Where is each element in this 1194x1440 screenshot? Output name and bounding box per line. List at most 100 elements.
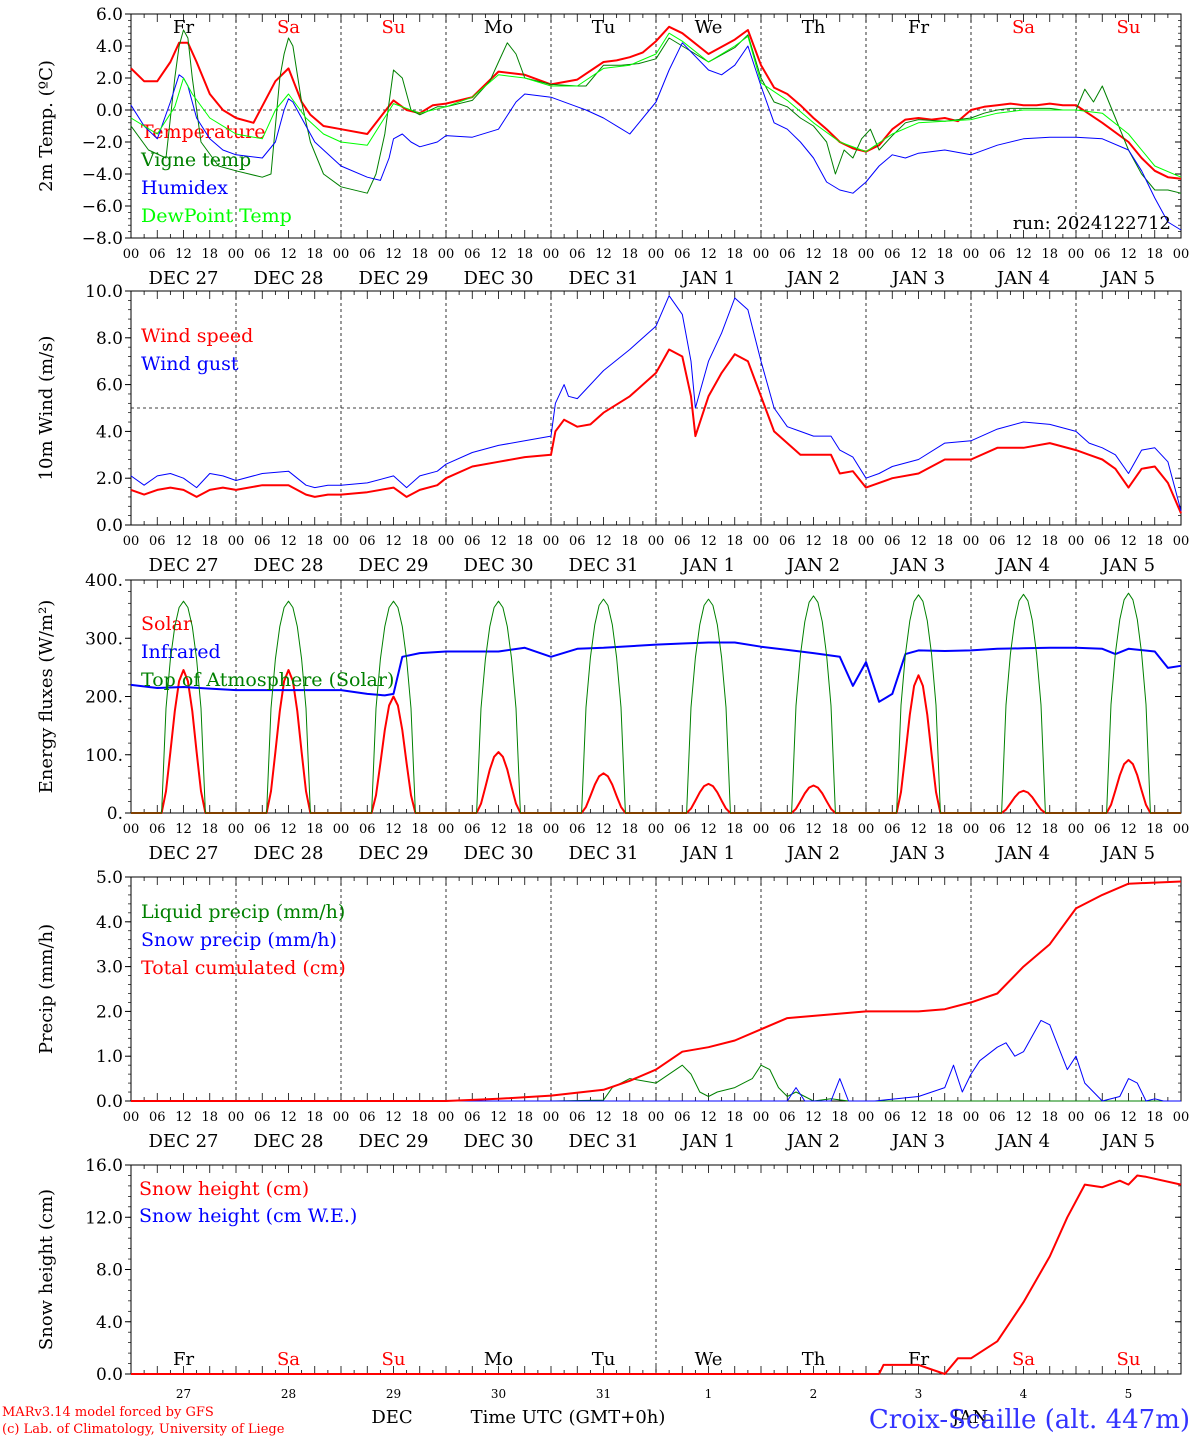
- x-hour-label: 06: [779, 534, 796, 549]
- legend-entry: Infrared: [141, 641, 221, 663]
- weekday-label: Su: [382, 17, 406, 38]
- series-line-3: [131, 592, 1181, 814]
- x-hour-label: 12: [910, 822, 927, 837]
- weekday-label: Fr: [908, 17, 929, 38]
- x-hour-label: 18: [831, 247, 848, 262]
- y-tick-label: 8.0: [96, 329, 123, 349]
- x-hour-label: 06: [779, 822, 796, 837]
- x-hour-label: 18: [831, 822, 848, 837]
- legend-entry: Snow height (cm): [139, 1178, 309, 1200]
- x-day-label: JAN 1: [680, 1131, 735, 1152]
- x-hour-label: 12: [385, 822, 402, 837]
- x-hour-label: 06: [569, 1110, 586, 1125]
- x-day-label: DEC 31: [569, 1131, 639, 1152]
- x-hour-label: 12: [385, 534, 402, 549]
- x-hour-label: 00: [963, 247, 980, 262]
- x-hour-label: 00: [753, 247, 770, 262]
- x-hour-label: 06: [1094, 1110, 1111, 1125]
- x-hour-label: 18: [726, 534, 743, 549]
- x-hour-label: 18: [306, 534, 323, 549]
- x-hour-label: 18: [936, 1110, 953, 1125]
- x-hour-label: 12: [805, 247, 822, 262]
- x-day-label: JAN 1: [680, 555, 735, 576]
- x-day-label: JAN 5: [1100, 1131, 1155, 1152]
- panel-3: 400. 300. 200. 100. 0. Energy fluxes (W/m²) 00…: [36, 571, 1189, 864]
- x-day-label: JAN 2: [785, 843, 840, 864]
- x-hour-label: 18: [201, 1110, 218, 1125]
- weekday-label: Su: [382, 1349, 406, 1370]
- x-day-label: DEC 28: [254, 268, 324, 289]
- series-line-2: [131, 1019, 1181, 1102]
- legend-entry: Total cumulated (cm): [141, 957, 346, 979]
- y-tick-label: −8.0: [82, 229, 123, 249]
- time-axis-label: Time UTC (GMT+0h): [471, 1407, 666, 1428]
- date-number-label: 31: [596, 1387, 611, 1401]
- x-hour-label: 18: [936, 534, 953, 549]
- x-hour-label: 00: [228, 247, 245, 262]
- weekday-label: Su: [1117, 17, 1141, 38]
- x-hour-label: 06: [989, 247, 1006, 262]
- legend-entry: Wind gust: [141, 353, 239, 375]
- legend-entry: Liquid precip (mm/h): [141, 901, 345, 923]
- x-day-label: JAN 3: [890, 268, 945, 289]
- y-tick-label: 4.0: [96, 913, 123, 933]
- x-hour-label: 00: [438, 247, 455, 262]
- y-tick-label: 6.0: [96, 376, 123, 396]
- date-number-label: 2: [810, 1387, 818, 1401]
- legend-entry: Snow precip (mm/h): [141, 929, 337, 951]
- x-hour-label: 06: [149, 534, 166, 549]
- y-tick-label: 10.0: [85, 282, 123, 302]
- x-hour-label: 18: [1041, 534, 1058, 549]
- y-axis-label: Energy fluxes (W/m²): [36, 600, 57, 794]
- x-hour-label: 12: [1120, 534, 1137, 549]
- x-day-label: DEC 30: [464, 268, 534, 289]
- x-day-label: JAN 3: [890, 843, 945, 864]
- x-hour-label: 18: [306, 1110, 323, 1125]
- x-day-label: JAN 4: [995, 1131, 1050, 1152]
- date-number-label: 4: [1020, 1387, 1028, 1401]
- x-hour-label: 12: [700, 247, 717, 262]
- x-day-label: JAN 4: [995, 268, 1050, 289]
- x-hour-label: 18: [1041, 247, 1058, 262]
- x-hour-label: 18: [726, 822, 743, 837]
- x-day-label: JAN 2: [785, 268, 840, 289]
- legend-entry: Top of Atmosphere (Solar): [141, 669, 394, 691]
- meteogram-panels: 6.0 4.0 2.0 0.0 −2.0 −4.0 −6.0 −8.0 2m Temp. (ºC…: [36, 5, 1189, 1401]
- y-tick-label: 2.0: [96, 69, 123, 89]
- x-hour-label: 12: [175, 534, 192, 549]
- x-hour-label: 06: [989, 822, 1006, 837]
- weekday-label: Mo: [484, 17, 513, 38]
- credit-line-1: MARv3.14 model forced by GFS: [2, 1405, 214, 1420]
- x-hour-label: 06: [779, 247, 796, 262]
- x-hour-label: 18: [201, 822, 218, 837]
- x-hour-label: 12: [280, 822, 297, 837]
- x-hour-label: 06: [359, 247, 376, 262]
- panel-4: 5.0 4.0 3.0 2.0 1.0 0.0 Precip (mm/h) 00 06 12 18 0…: [36, 868, 1189, 1152]
- x-hour-label: 18: [1041, 822, 1058, 837]
- x-hour-label: 06: [884, 247, 901, 262]
- x-hour-label: 12: [910, 534, 927, 549]
- x-day-label: JAN 3: [890, 1131, 945, 1152]
- x-hour-label: 00: [123, 247, 140, 262]
- y-tick-label: 12.0: [85, 1208, 123, 1228]
- weekday-label: Sa: [277, 1349, 300, 1370]
- x-hour-label: 00: [753, 534, 770, 549]
- x-hour-label: 18: [621, 822, 638, 837]
- x-hour-label: 00: [438, 1110, 455, 1125]
- y-tick-label: −2.0: [82, 133, 123, 153]
- weekday-label: Th: [802, 1349, 826, 1370]
- x-day-label: JAN 1: [680, 268, 735, 289]
- x-hour-label: 18: [516, 534, 533, 549]
- y-tick-label: 0.: [107, 804, 123, 824]
- x-day-label: JAN 1: [680, 843, 735, 864]
- x-hour-label: 18: [411, 822, 428, 837]
- x-hour-label: 12: [175, 822, 192, 837]
- x-hour-label: 18: [621, 1110, 638, 1125]
- x-hour-label: 06: [1094, 534, 1111, 549]
- x-hour-label: 00: [543, 822, 560, 837]
- x-hour-label: 00: [123, 534, 140, 549]
- weekday-label: We: [695, 17, 723, 38]
- x-day-label: DEC 31: [569, 268, 639, 289]
- date-number-label: 30: [491, 1387, 506, 1401]
